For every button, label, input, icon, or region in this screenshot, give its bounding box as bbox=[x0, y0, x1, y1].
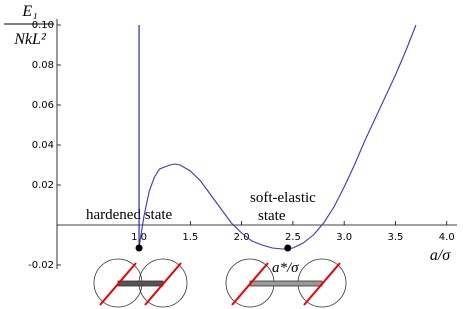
annotation: a*/σ bbox=[272, 260, 299, 276]
point bbox=[284, 244, 292, 252]
schematic-soft bbox=[225, 258, 347, 308]
x-tick-label: 3.5 bbox=[388, 232, 404, 243]
annotation: state bbox=[258, 208, 286, 224]
x-tick-label: 4.0 bbox=[439, 232, 455, 243]
y-tick-label: 0.10 bbox=[32, 20, 54, 31]
annotation: hardened state bbox=[86, 207, 173, 223]
schematic-hardened bbox=[93, 258, 188, 308]
y-tick-label: 0.06 bbox=[32, 100, 54, 111]
y-tick-label: -0.02 bbox=[28, 260, 54, 271]
y-tick-label: 0.04 bbox=[32, 140, 54, 151]
x-tick-label: 3.0 bbox=[336, 232, 352, 243]
x-tick-label: 2.5 bbox=[285, 232, 301, 243]
y-tick-label: 0.08 bbox=[32, 60, 54, 71]
y-label-numerator: E₁ bbox=[21, 3, 37, 20]
point bbox=[135, 244, 143, 252]
x-tick-label: 2.0 bbox=[234, 232, 250, 243]
line-series bbox=[138, 24, 417, 250]
x-label: a/σ bbox=[430, 247, 451, 264]
x-tick-label: 1.5 bbox=[182, 232, 198, 243]
y-label-denominator: NkL² bbox=[13, 31, 47, 48]
annotation: soft-elastic bbox=[250, 190, 316, 206]
y-tick-label: 0.02 bbox=[32, 180, 54, 191]
